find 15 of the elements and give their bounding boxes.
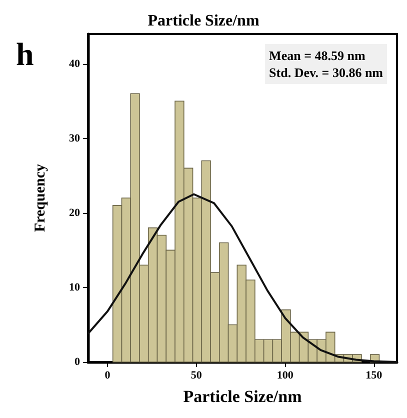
x-tick-label: 50 xyxy=(190,370,202,382)
y-tick-label: 10 xyxy=(69,281,80,294)
x-tick-label: 150 xyxy=(366,370,383,382)
x-tick-label: 0 xyxy=(104,370,111,382)
x-tick-label: 100 xyxy=(276,370,294,382)
y-tick-label: 40 xyxy=(69,58,80,70)
annotation: Std. Dev. = 30.86 nm xyxy=(269,65,384,80)
chart-title: Particle Size/nm xyxy=(148,12,260,30)
y-tick-label: 30 xyxy=(69,132,80,144)
y-axis-title: Frequency xyxy=(32,163,48,232)
x-axis-title: Particle Size/nm xyxy=(183,387,302,406)
annotation: Mean = 48.59 nm xyxy=(269,48,366,63)
y-tick-label: 0 xyxy=(74,356,80,368)
text: h xyxy=(16,36,34,72)
y-tick-label: 20 xyxy=(69,206,80,219)
